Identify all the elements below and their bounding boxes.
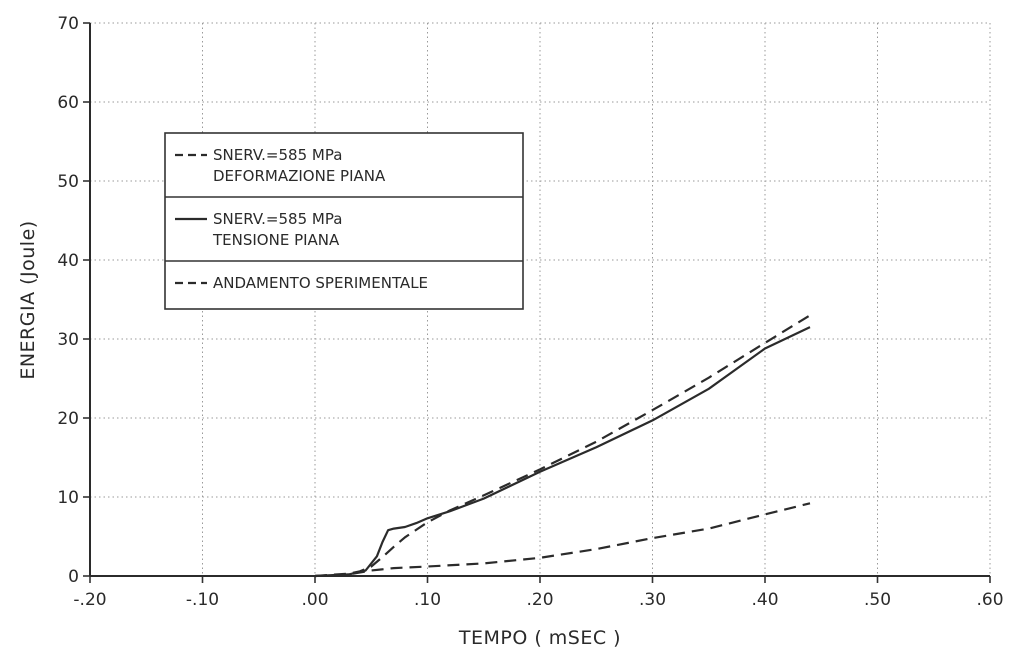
- x-tick-label: .60: [976, 590, 1003, 610]
- y-axis-title: ENERGIA (Joule): [17, 220, 39, 379]
- legend-label-1: DEFORMAZIONE PIANA: [213, 167, 386, 185]
- x-tick-label: -.20: [73, 590, 106, 610]
- legend: SNERV.=585 MPa DEFORMAZIONE PIANA SNERV.=5…: [164, 132, 524, 310]
- series-line-1: [314, 314, 811, 578]
- y-tick-label: 30: [57, 330, 79, 350]
- x-tick-label: .50: [864, 590, 891, 610]
- y-tick-label: 10: [57, 488, 79, 508]
- x-tick-label: .30: [639, 590, 666, 610]
- y-tick-label: 60: [57, 93, 79, 113]
- x-tick-label: .40: [751, 590, 778, 610]
- legend-label-2: TENSIONE PIANA: [212, 231, 340, 249]
- legend-label-3: ANDAMENTO SPERIMENTALE: [213, 274, 428, 292]
- y-tick-label: 70: [57, 14, 79, 34]
- x-axis-title: TEMPO ( mSEC ): [458, 627, 621, 649]
- y-tick-label: 40: [57, 251, 79, 271]
- series-line-3: [314, 502, 811, 578]
- x-tick-label: .10: [414, 590, 441, 610]
- y-tick-label: 20: [57, 409, 79, 429]
- x-tick-label: .00: [301, 590, 328, 610]
- series-lines: [314, 314, 811, 578]
- axes: -.20 -.10 .00 .10 .20 .30 .40 .50 .60 0 10 20 30 40 50…: [57, 14, 1003, 610]
- legend-label-1: SNERV.=585 MPa: [213, 146, 342, 164]
- grid: [89, 22, 991, 577]
- x-tick-label: -.10: [186, 590, 219, 610]
- series-line-2: [314, 326, 811, 578]
- y-tick-label: 0: [68, 567, 79, 587]
- legend-label-2: SNERV.=585 MPa: [213, 210, 342, 228]
- legend-frame: [164, 132, 524, 310]
- y-tick-label: 50: [57, 172, 79, 192]
- x-tick-label: .20: [526, 590, 553, 610]
